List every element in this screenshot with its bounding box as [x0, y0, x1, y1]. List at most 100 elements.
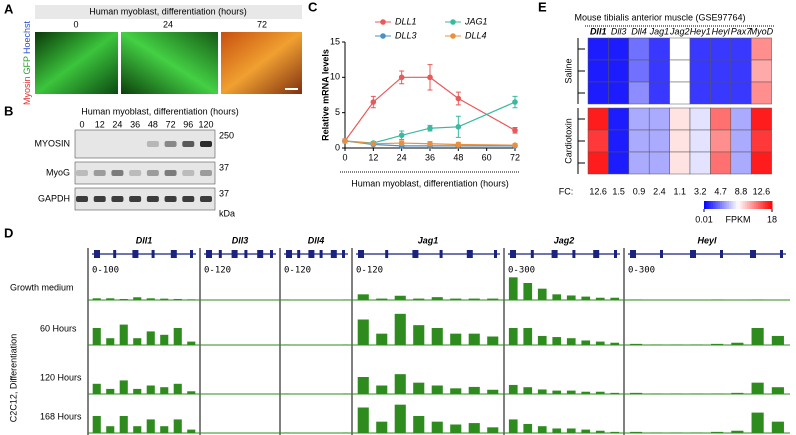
colorbar-step — [749, 201, 753, 209]
fc-value: 2.4 — [653, 186, 666, 196]
colorbar-step — [760, 201, 764, 209]
blot-band — [182, 141, 195, 147]
blot-band — [111, 170, 124, 176]
y-tick-label: 5 — [335, 107, 340, 117]
exon — [190, 250, 193, 258]
exon — [286, 250, 292, 258]
colorbar-step — [728, 201, 732, 209]
signal-bar — [394, 313, 406, 345]
exon — [342, 250, 345, 258]
signal-bar — [431, 328, 443, 345]
x-tick-label: 48 — [453, 152, 463, 162]
exon — [358, 250, 364, 258]
marker — [512, 142, 518, 148]
legend-marker — [380, 19, 386, 25]
heatmap-cell — [648, 59, 670, 83]
signal-bar — [508, 328, 518, 345]
panel-label: E — [538, 0, 547, 14]
lane-label: 36 — [130, 119, 140, 129]
exon — [218, 250, 222, 258]
track-range: 0-120 — [284, 266, 311, 276]
signal-bar — [133, 297, 142, 300]
blot-band — [129, 170, 142, 176]
colorbar-step — [758, 201, 762, 209]
colorbar-step — [710, 201, 714, 209]
signal-bar — [468, 298, 480, 300]
signal-bar — [173, 419, 182, 433]
signal-bar — [173, 298, 182, 300]
heatmap-cell — [648, 151, 670, 175]
signal-bar — [376, 421, 388, 433]
lane-label: 24 — [112, 119, 122, 129]
legend-marker — [450, 19, 456, 25]
signal-bar — [413, 382, 425, 394]
marker — [455, 95, 462, 102]
heatmap-cell — [669, 129, 691, 153]
signal-bar — [146, 331, 155, 345]
signal-bar — [711, 431, 724, 433]
colorbar-step — [762, 201, 766, 209]
series-line — [344, 140, 516, 146]
blot-band — [146, 170, 159, 176]
exon — [660, 250, 663, 258]
lane-label: 12 — [95, 119, 105, 129]
column-label: Dll3 — [611, 26, 627, 36]
signal-bar — [133, 338, 142, 345]
signal-bar — [92, 416, 101, 433]
legend-marker — [380, 33, 386, 39]
heatmap-cell — [689, 59, 711, 83]
exon — [170, 250, 177, 258]
heatmap-cell — [750, 59, 772, 83]
heatmap-cell — [710, 151, 732, 175]
exon — [530, 250, 534, 258]
stain-label: Myosin GFP Hoechst — [22, 20, 32, 105]
panel-label: C — [308, 0, 318, 14]
colorbar-step — [744, 201, 748, 209]
colorbar-tick-label: 18 — [767, 214, 777, 224]
sample-label: 120 Hours — [40, 372, 82, 382]
colorbar-step — [717, 201, 721, 209]
signal-bar — [552, 428, 562, 433]
blot-band — [129, 196, 142, 202]
signal-bar — [581, 429, 591, 433]
x-tick-label: 24 — [397, 152, 407, 162]
colorbar-tick-label: 0.01 — [695, 214, 713, 224]
column-label: Jag2 — [669, 26, 690, 36]
legend-marker — [450, 33, 456, 39]
exon — [319, 250, 323, 258]
column-label: Pax7 — [731, 26, 753, 36]
heatmap-cell — [669, 37, 691, 61]
marker-label: 250 — [219, 130, 234, 140]
signal-bar — [376, 298, 388, 300]
signal-bar — [119, 298, 128, 300]
signal-bar — [146, 298, 155, 300]
signal-bar — [630, 431, 643, 433]
column-label: Heyl — [712, 26, 731, 36]
timepoint-label: 72 — [257, 19, 267, 29]
signal-bar — [160, 334, 169, 345]
fc-value: 1.1 — [674, 186, 687, 196]
heatmap-cell — [710, 37, 732, 61]
heatmap-cell — [648, 129, 670, 153]
blot-band — [164, 196, 177, 202]
marker — [370, 140, 377, 147]
exon — [510, 250, 516, 258]
blot-row-label: GAPDH — [38, 193, 70, 203]
marker-label: 37 — [219, 162, 229, 172]
blot-row-label: MyoG — [46, 167, 70, 177]
signal-bar — [413, 416, 425, 433]
stain-name: Myosin — [22, 77, 32, 106]
signal-bar — [630, 343, 643, 345]
blot-band — [76, 196, 88, 202]
colorbar-step — [742, 201, 746, 209]
signal-bar — [187, 341, 196, 345]
heatmap-cell — [730, 129, 752, 153]
exon — [257, 250, 264, 258]
signal-bar — [92, 298, 101, 300]
blot — [74, 187, 216, 211]
heatmap-cell — [587, 37, 609, 61]
heatmap-cell — [669, 107, 691, 131]
exon — [244, 250, 248, 258]
track-range: 0-300 — [508, 266, 535, 276]
blot-band — [200, 196, 212, 202]
